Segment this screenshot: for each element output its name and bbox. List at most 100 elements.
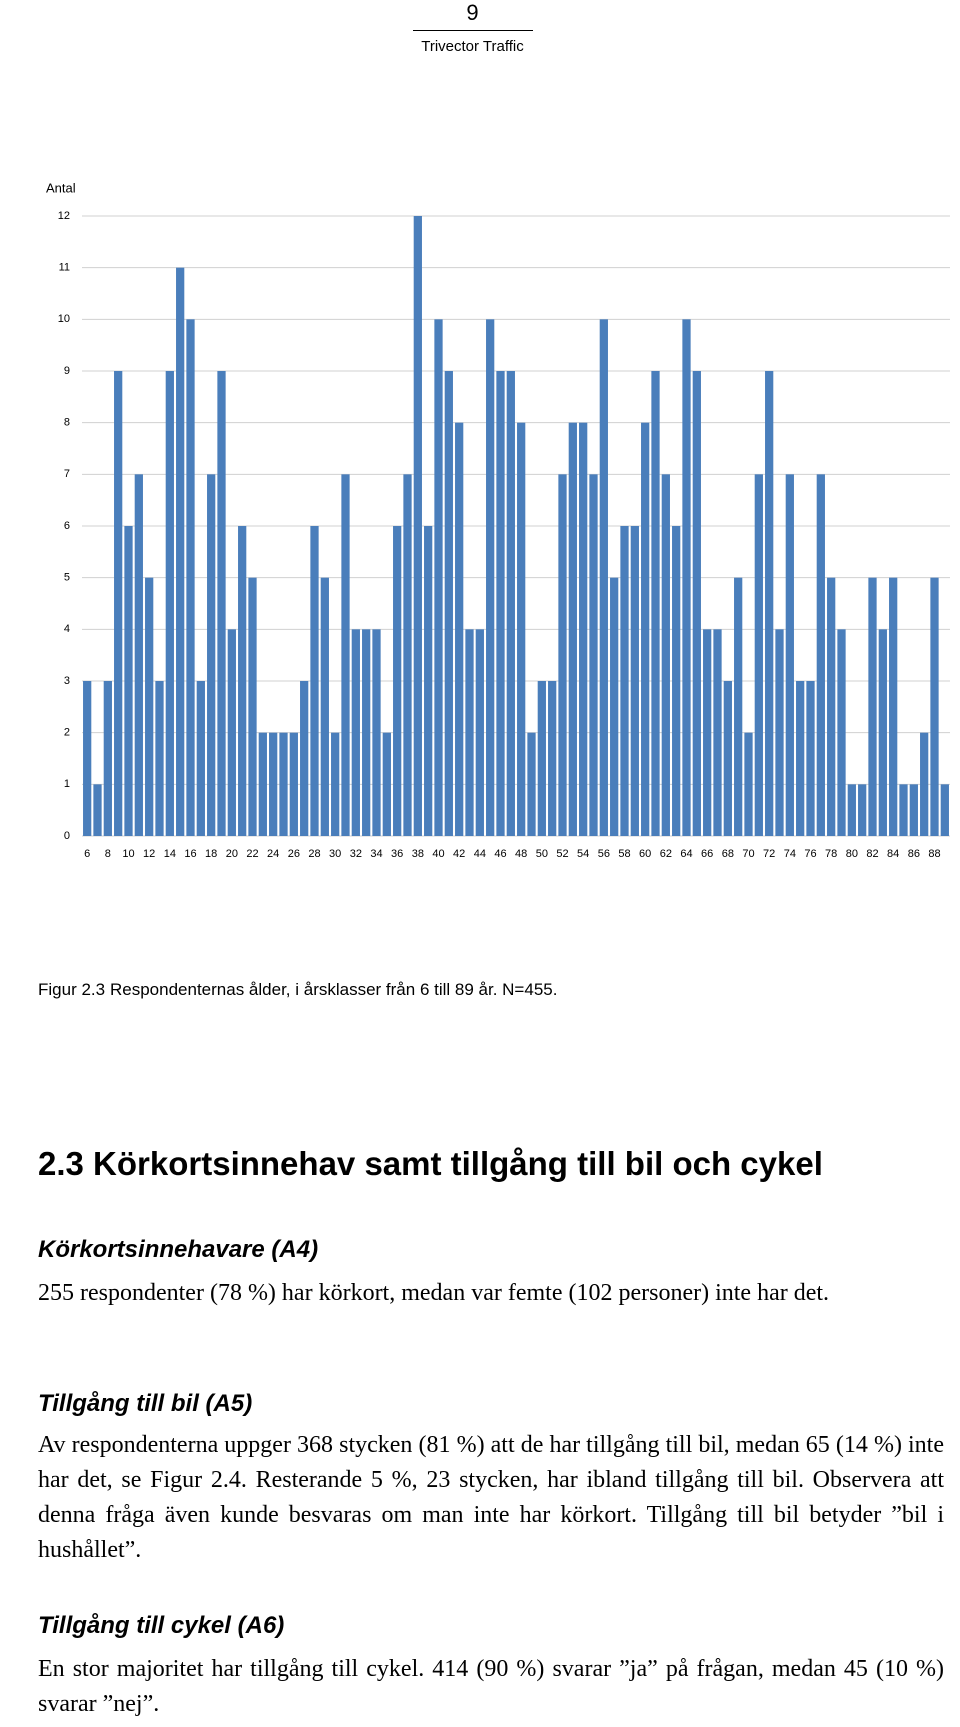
- bar: [331, 732, 340, 836]
- bar: [785, 474, 794, 836]
- bar: [847, 784, 856, 836]
- bar: [620, 526, 629, 836]
- bar: [878, 629, 887, 836]
- page-number: 9: [466, 0, 479, 25]
- bar: [351, 629, 360, 836]
- bar: [703, 629, 712, 836]
- bar: [506, 371, 515, 836]
- x-tick-label: 78: [825, 848, 837, 860]
- bar: [610, 577, 619, 836]
- paragraph: Av respondenterna uppger 368 stycken (81…: [38, 1432, 944, 1563]
- y-tick-label: 2: [64, 727, 70, 739]
- x-tick-label: 64: [680, 848, 692, 860]
- bar: [475, 629, 484, 836]
- bar: [548, 681, 557, 836]
- bar: [765, 371, 774, 836]
- bar: [186, 319, 195, 836]
- header-rule: [413, 30, 533, 31]
- x-tick-label: 14: [164, 848, 176, 860]
- x-tick-label: 72: [763, 848, 775, 860]
- bar: [899, 784, 908, 836]
- bar: [827, 577, 836, 836]
- x-tick-label: 36: [391, 848, 403, 860]
- bar: [434, 319, 443, 836]
- subsection-title: Tillgång till cykel (A6): [38, 1612, 285, 1639]
- bar: [713, 629, 722, 836]
- bar: [754, 474, 763, 836]
- bar: [568, 422, 577, 836]
- paragraph: 255 respondenter (78 %) har körkort, med…: [38, 1280, 830, 1306]
- x-tick-label: 46: [494, 848, 506, 860]
- bar: [537, 681, 546, 836]
- bar: [289, 732, 298, 836]
- x-tick-label: 88: [928, 848, 940, 860]
- x-tick-label: 60: [639, 848, 651, 860]
- bar: [114, 371, 123, 836]
- bar: [930, 577, 939, 836]
- bar: [93, 784, 102, 836]
- x-tick-label: 48: [515, 848, 527, 860]
- bar: [816, 474, 825, 836]
- y-tick-label: 6: [64, 520, 70, 532]
- y-tick-label: 10: [58, 313, 70, 325]
- subsection-title: Tillgång till bil (A5): [38, 1390, 253, 1417]
- y-tick-label: 0: [64, 830, 70, 842]
- bar: [217, 371, 226, 836]
- bar: [176, 267, 185, 837]
- bar: [372, 629, 381, 836]
- bar: [868, 577, 877, 836]
- section-title: 2.3 Körkortsinnehav samt tillgång till b…: [38, 1145, 823, 1182]
- x-tick-label: 58: [618, 848, 630, 860]
- x-tick-label: 28: [308, 848, 320, 860]
- bar: [909, 784, 918, 836]
- x-tick-label: 26: [288, 848, 300, 860]
- subsection-title: Körkortsinnehavare (A4): [38, 1236, 319, 1263]
- bar: [320, 577, 329, 836]
- bar: [723, 681, 732, 836]
- bar: [651, 371, 660, 836]
- x-tick-label: 16: [184, 848, 196, 860]
- bar: [682, 319, 691, 836]
- bar: [145, 577, 154, 836]
- bar: [196, 681, 205, 836]
- bar: [238, 526, 247, 836]
- bar: [517, 422, 526, 836]
- x-tick-label: 66: [701, 848, 713, 860]
- x-tick-label: 86: [908, 848, 920, 860]
- x-tick-label: 8: [105, 848, 111, 860]
- bar: [889, 577, 898, 836]
- bar: [796, 681, 805, 836]
- y-tick-label: 4: [64, 623, 70, 635]
- caption-text: Respondenternas ålder, i årsklasser från…: [110, 980, 558, 999]
- x-tick-label: 54: [577, 848, 589, 860]
- paragraph: En stor majoritet har tillgång till cyke…: [38, 1656, 944, 1717]
- bar: [496, 371, 505, 836]
- bar: [403, 474, 412, 836]
- bar: [300, 681, 309, 836]
- x-tick-label: 80: [846, 848, 858, 860]
- bar: [83, 681, 92, 836]
- caption-label: Figur 2.3: [38, 980, 106, 999]
- bar: [341, 474, 350, 836]
- bar: [940, 784, 949, 836]
- x-tick-label: 6: [84, 848, 90, 860]
- y-tick-label: 7: [64, 468, 70, 480]
- bar: [744, 732, 753, 836]
- bar: [362, 629, 371, 836]
- x-tick-label: 44: [474, 848, 486, 860]
- y-tick-label: 9: [64, 365, 70, 377]
- y-axis-label: Antal: [46, 180, 76, 195]
- x-tick-label: 34: [370, 848, 382, 860]
- bar: [579, 422, 588, 836]
- x-tick-label: 70: [742, 848, 754, 860]
- bar: [775, 629, 784, 836]
- x-tick-label: 40: [432, 848, 444, 860]
- x-tick-label: 62: [660, 848, 672, 860]
- bar: [134, 474, 143, 836]
- x-tick-label: 82: [866, 848, 878, 860]
- y-tick-label: 8: [64, 417, 70, 429]
- bar: [248, 577, 257, 836]
- x-tick-label: 22: [246, 848, 258, 860]
